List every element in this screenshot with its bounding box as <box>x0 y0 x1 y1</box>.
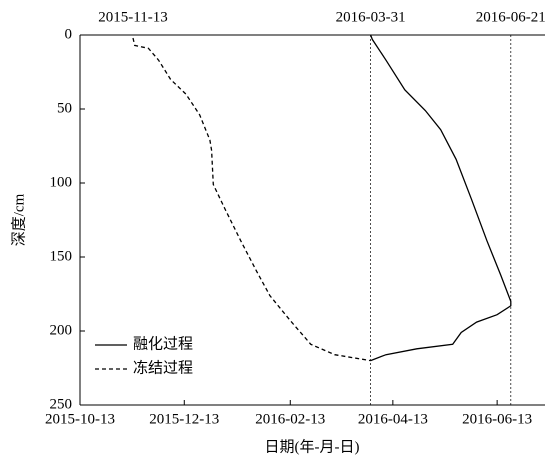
y-tick-label: 200 <box>50 322 73 338</box>
y-tick-label: 0 <box>65 26 73 42</box>
series-line <box>369 34 512 362</box>
legend-label: 融化过程 <box>133 335 193 352</box>
series-line <box>132 37 371 362</box>
annotation: 2015-11-13 <box>98 9 167 25</box>
y-tick-label: 50 <box>57 100 72 116</box>
x-tick-label: 2016-02-13 <box>255 411 325 427</box>
annotation: 2016-03-31 <box>336 9 406 25</box>
y-tick-label: 250 <box>50 396 73 412</box>
x-axis-label: 日期(年-月-日) <box>265 438 360 455</box>
x-tick-label: 2015-10-13 <box>45 411 115 427</box>
x-tick-label: 2015-12-13 <box>149 411 219 427</box>
y-axis-label: 深度/cm <box>10 193 27 246</box>
y-tick-label: 150 <box>50 248 73 264</box>
legend-label: 冻结过程 <box>133 358 193 376</box>
x-tick-label: 2016-06-13 <box>462 411 532 427</box>
y-tick-label: 100 <box>50 174 73 190</box>
annotation: 2016-06-21 <box>476 9 546 25</box>
x-tick-label: 2016-04-13 <box>358 411 428 427</box>
